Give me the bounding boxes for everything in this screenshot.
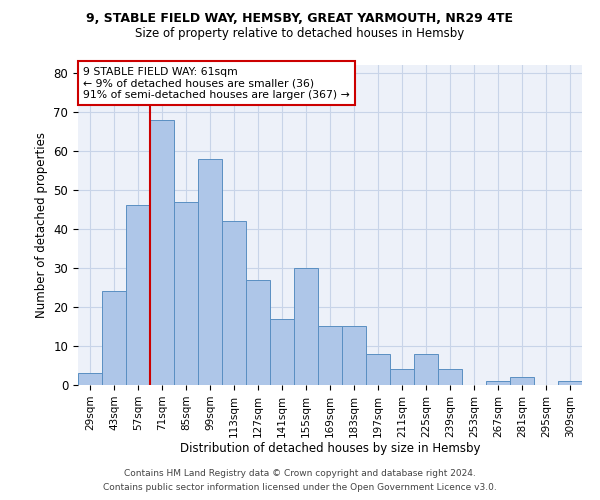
- Bar: [174, 202, 198, 385]
- Bar: [342, 326, 366, 385]
- Bar: [102, 292, 126, 385]
- Bar: [486, 381, 510, 385]
- Bar: [150, 120, 174, 385]
- Bar: [294, 268, 318, 385]
- Bar: [270, 318, 294, 385]
- Bar: [558, 381, 582, 385]
- Text: 9 STABLE FIELD WAY: 61sqm
← 9% of detached houses are smaller (36)
91% of semi-d: 9 STABLE FIELD WAY: 61sqm ← 9% of detach…: [83, 66, 350, 100]
- Bar: [222, 221, 246, 385]
- Bar: [510, 377, 534, 385]
- Bar: [438, 370, 462, 385]
- Bar: [390, 370, 414, 385]
- Y-axis label: Number of detached properties: Number of detached properties: [35, 132, 48, 318]
- X-axis label: Distribution of detached houses by size in Hemsby: Distribution of detached houses by size …: [180, 442, 480, 456]
- Text: Contains public sector information licensed under the Open Government Licence v3: Contains public sector information licen…: [103, 484, 497, 492]
- Bar: [366, 354, 390, 385]
- Text: 9, STABLE FIELD WAY, HEMSBY, GREAT YARMOUTH, NR29 4TE: 9, STABLE FIELD WAY, HEMSBY, GREAT YARMO…: [86, 12, 514, 26]
- Bar: [318, 326, 342, 385]
- Bar: [414, 354, 438, 385]
- Bar: [78, 374, 102, 385]
- Bar: [126, 206, 150, 385]
- Text: Contains HM Land Registry data © Crown copyright and database right 2024.: Contains HM Land Registry data © Crown c…: [124, 468, 476, 477]
- Bar: [198, 158, 222, 385]
- Bar: [246, 280, 270, 385]
- Text: Size of property relative to detached houses in Hemsby: Size of property relative to detached ho…: [136, 28, 464, 40]
